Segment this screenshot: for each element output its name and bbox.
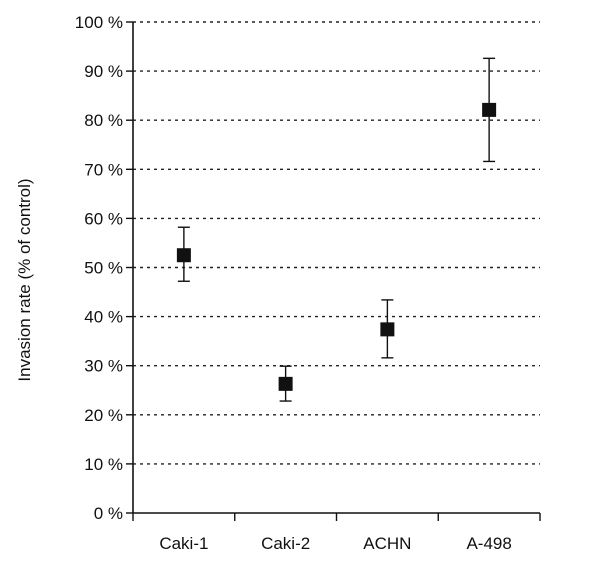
- y-tick-label-100: 100 %: [75, 13, 123, 32]
- gridlines: [133, 21, 540, 465]
- y-tick-label-0: 0 %: [94, 504, 123, 523]
- x-tick-label-caki-1: Caki-1: [159, 534, 208, 553]
- y-tick-label-80: 80 %: [84, 111, 123, 130]
- data-point-caki-1: [176, 248, 191, 263]
- x-tick-label-caki-2: Caki-2: [261, 534, 310, 553]
- data-point-achn: [380, 322, 395, 337]
- data-point-caki-2: [278, 376, 293, 391]
- tick-labels: 0 % 10 % 20 % 30 % 40 % 50 % 60 % 70 % 80 % 90 % 1…: [75, 13, 512, 553]
- y-tick-label-70: 70 %: [84, 160, 123, 179]
- y-tick-label-30: 30 %: [84, 357, 123, 376]
- y-tick-label-50: 50 %: [84, 259, 123, 278]
- y-tick-label-60: 60 %: [84, 209, 123, 228]
- data-marks: [176, 57, 497, 402]
- x-tick-label-achn: ACHN: [363, 534, 411, 553]
- y-tick-label-10: 10 %: [84, 455, 123, 474]
- y-axis-label: Invasion rate (% of control): [15, 178, 34, 381]
- y-tick-label-90: 90 %: [84, 62, 123, 81]
- y-tick-label-40: 40 %: [84, 308, 123, 327]
- x-tick-label-a-498: A-498: [466, 534, 511, 553]
- axes: [126, 21, 541, 521]
- y-tick-label-20: 20 %: [84, 406, 123, 425]
- data-point-a-498: [482, 102, 497, 117]
